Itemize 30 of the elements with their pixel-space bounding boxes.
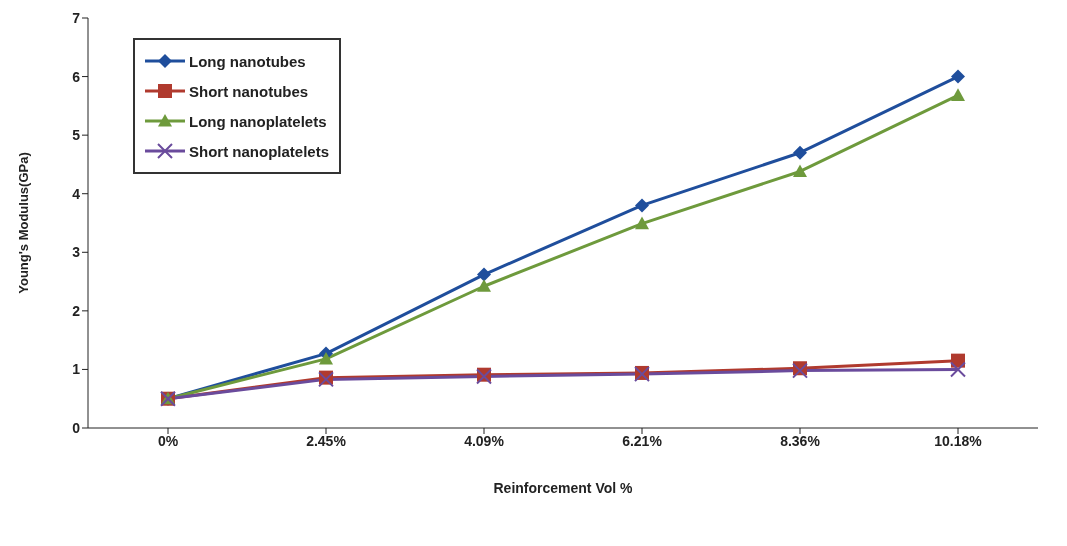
legend-label: Long nanoplatelets bbox=[189, 112, 327, 130]
y-tick-label: 7 bbox=[72, 9, 81, 26]
point bbox=[793, 164, 807, 178]
point bbox=[477, 279, 491, 292]
y-tick-label: 3 bbox=[72, 244, 81, 261]
y-tick-label: 5 bbox=[72, 127, 81, 144]
x-axis-title: Reinforcement Vol % bbox=[493, 480, 634, 496]
x-tick-label: 8.36% bbox=[780, 432, 821, 449]
y-axis-title: Young's Modulus(GPa) bbox=[15, 152, 31, 294]
x-tick-label: 0% bbox=[157, 432, 179, 449]
point bbox=[951, 69, 965, 84]
legend-label: Short nanoplatelets bbox=[189, 142, 330, 160]
point bbox=[477, 267, 491, 282]
point bbox=[793, 145, 807, 160]
legend-label: Long nanotubes bbox=[189, 52, 306, 70]
point bbox=[951, 88, 965, 101]
y-tick-label: 1 bbox=[72, 361, 81, 378]
point bbox=[950, 361, 966, 378]
x-tick-label: 6.21% bbox=[622, 432, 663, 449]
y-tick-label: 0 bbox=[72, 419, 81, 436]
y-tick-label: 4 bbox=[72, 185, 81, 202]
point bbox=[635, 198, 649, 213]
y-tick-label: 2 bbox=[72, 302, 81, 319]
point bbox=[319, 351, 333, 365]
y-tick-label: 6 bbox=[72, 68, 81, 85]
legend-label: Short nanotubes bbox=[189, 82, 309, 100]
point bbox=[635, 216, 649, 230]
x-tick-label: 2.45% bbox=[306, 432, 347, 449]
x-tick-label: 4.09% bbox=[464, 432, 505, 449]
x-tick-label: 10.18% bbox=[934, 432, 983, 449]
